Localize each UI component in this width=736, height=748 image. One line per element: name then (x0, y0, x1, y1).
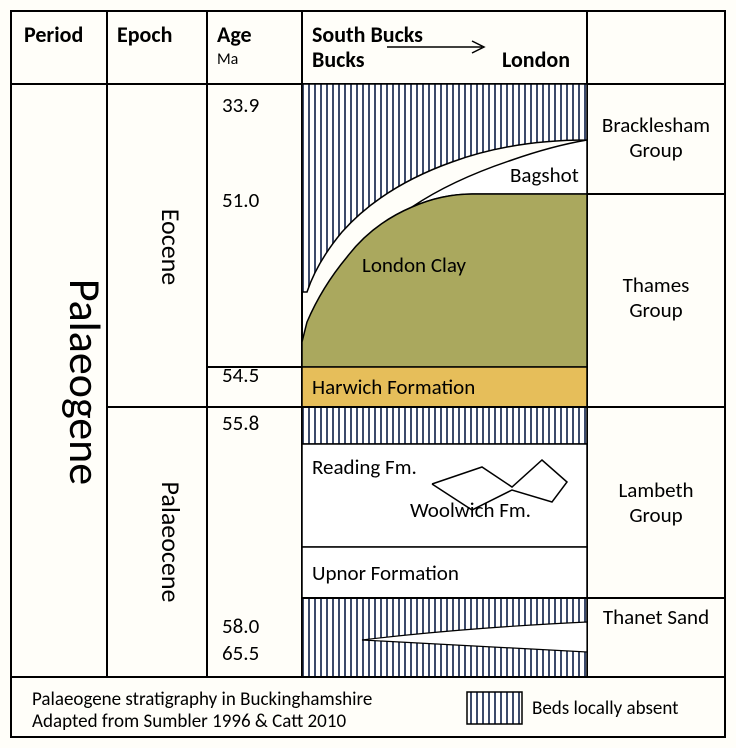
diagram-frame: Period Epoch Age Ma South Bucks Bucks Lo… (10, 10, 726, 738)
col-epoch-label: Epoch (117, 21, 172, 48)
age-51-0: 51.0 (222, 187, 260, 213)
group-lambeth-1: Lambeth (618, 477, 693, 503)
absent-mid (302, 407, 587, 444)
woolwich-label: Woolwich Fm. (410, 497, 531, 523)
group-bracklesham-1: Bracklesham (602, 112, 710, 138)
bagshot-label: Bagshot (510, 162, 579, 188)
age-33-9: 33.9 (222, 92, 259, 118)
age-55-8: 55.8 (222, 410, 259, 436)
legend-swatch (467, 692, 522, 724)
group-thames-2: Group (629, 297, 682, 323)
reading-label: Reading Fm. (312, 454, 417, 480)
upnor-label: Upnor Formation (312, 560, 459, 586)
col-age-label: Age (217, 21, 252, 48)
strat-left-label: South Bucks (312, 21, 423, 48)
svg-text:Bucks: Bucks (312, 46, 365, 73)
stratigraphy-chart: Period Epoch Age Ma South Bucks Bucks Lo… (12, 12, 724, 736)
group-thanet: Thanet Sand (603, 604, 709, 630)
col-period-label: Period (24, 21, 83, 48)
group-bracklesham-2: Group (629, 137, 682, 163)
caption-line2: Adapted from Sumbler 1996 & Catt 2010 (32, 710, 346, 733)
harwich-label: Harwich Formation (312, 374, 475, 400)
period-label: Palaeogene (58, 279, 112, 485)
group-lambeth-2: Group (629, 502, 682, 528)
group-thames-1: Thames (623, 272, 690, 298)
epoch-palaeocene: Palaeocene (155, 482, 187, 603)
caption-line1: Palaeogene stratigraphy in Buckinghamshi… (32, 688, 372, 711)
age-65-5: 65.5 (222, 640, 259, 666)
age-58-0: 58.0 (222, 613, 260, 639)
strat-right-label: London (502, 46, 570, 73)
epoch-eocene: Eocene (155, 209, 187, 285)
age-54-5: 54.5 (222, 362, 259, 388)
col-age-sublabel: Ma (217, 50, 238, 69)
london-clay-label: London Clay (362, 252, 467, 278)
legend-label: Beds locally absent (532, 697, 679, 720)
